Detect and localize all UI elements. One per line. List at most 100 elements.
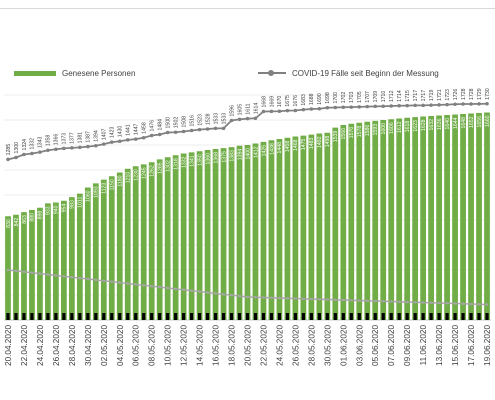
- bar-baseline-marker: [461, 313, 465, 320]
- bar-baseline-marker: [325, 313, 329, 320]
- series-cases-point: [325, 105, 330, 110]
- bar-recovered: [196, 151, 203, 320]
- bar-value-label: 1332: [181, 156, 187, 168]
- bar-baseline-marker: [397, 313, 401, 320]
- series-cases-point: [365, 104, 370, 109]
- bar-recovered: [284, 137, 291, 320]
- x-tick-label: 17.06.2020: [467, 325, 476, 366]
- line-value-label: 1596: [229, 105, 235, 117]
- line-value-label: 1676: [293, 95, 299, 107]
- line-value-label: 1528: [205, 113, 211, 125]
- bar-recovered: [45, 203, 51, 320]
- bar-value-label: 1262: [149, 165, 155, 177]
- bar-baseline-marker: [405, 313, 409, 320]
- series-cases-point: [445, 102, 449, 107]
- bar-recovered: [84, 187, 91, 320]
- bar-recovered: [37, 207, 43, 320]
- line-value-label: 1729: [477, 88, 483, 100]
- bar-recovered: [260, 141, 267, 320]
- series-lower-point: [222, 293, 225, 296]
- bar-baseline-marker: [229, 313, 234, 320]
- x-tick-label: 08.05.2020: [148, 325, 157, 366]
- bar-baseline-marker: [205, 313, 210, 320]
- bar-recovered: [252, 143, 259, 320]
- series-lower-point: [254, 295, 257, 299]
- line-value-label: 1698: [325, 92, 331, 104]
- bar-recovered: [244, 145, 251, 320]
- bar-value-label: 1123: [102, 183, 108, 194]
- bar-value-label: 1636: [437, 118, 443, 130]
- bar-value-label: 1150: [110, 179, 116, 190]
- bar-baseline-marker: [429, 313, 433, 320]
- bar-value-label: 1560: [341, 128, 347, 140]
- bar-value-label: 1628: [421, 119, 427, 131]
- line-value-label: 1387: [86, 131, 92, 143]
- series-cases-point: [453, 102, 457, 107]
- x-tick-label: 30.04.2020: [84, 325, 93, 366]
- bar-value-label: 1578: [357, 126, 363, 138]
- series-lower-point: [118, 281, 122, 284]
- series-cases-point: [237, 117, 242, 122]
- bar-value-label: 1656: [477, 116, 483, 128]
- bar-baseline-marker: [110, 313, 114, 320]
- bar-recovered: [164, 157, 171, 320]
- line-value-label: 1614: [253, 103, 259, 115]
- series-lower-point: [334, 298, 337, 302]
- series-cases-point: [221, 126, 226, 131]
- bar-value-label: 880: [30, 213, 36, 222]
- bar-value-label: 1438: [269, 143, 275, 155]
- bar-value-label: 1400: [245, 148, 251, 160]
- bar-recovered: [21, 212, 27, 320]
- line-value-label: 1343: [38, 136, 44, 148]
- bar-value-label: 1475: [301, 139, 307, 151]
- bar-baseline-marker: [14, 313, 18, 320]
- x-tick-label: 22.04.2020: [20, 325, 29, 366]
- bar-baseline-marker: [62, 313, 66, 320]
- bar-recovered: [100, 179, 107, 320]
- x-tick-label: 02.05.2020: [100, 325, 109, 366]
- bar-recovered: [412, 117, 419, 320]
- bar-value-label: 1425: [261, 145, 267, 157]
- line-value-label: 1476: [149, 120, 155, 132]
- bar-recovered: [76, 193, 83, 320]
- series-lower-point: [126, 282, 130, 285]
- series-lower-point: [270, 296, 273, 300]
- bar-baseline-marker: [166, 313, 170, 320]
- line-value-label: 1712: [389, 90, 395, 102]
- series-lower-point: [357, 299, 361, 302]
- bar-recovered: [364, 121, 371, 320]
- bar-value-label: 1210: [126, 172, 132, 184]
- series-lower-point: [326, 298, 329, 301]
- series-lower-point: [166, 286, 169, 290]
- series-lower-point: [302, 297, 305, 301]
- series-cases-point: [213, 126, 218, 131]
- bar-baseline-marker: [477, 313, 481, 320]
- bar-recovered: [61, 200, 67, 320]
- line-value-label: 1730: [485, 88, 491, 100]
- line-value-label: 1377: [70, 132, 76, 144]
- bar-value-label: 1600: [381, 123, 387, 135]
- series-cases-point: [349, 105, 354, 109]
- series-cases-point: [277, 109, 282, 114]
- bar-recovered: [348, 123, 355, 320]
- bar-baseline-marker: [54, 313, 58, 320]
- bar-value-label: 1612: [397, 121, 403, 133]
- bar-value-label: 1606: [389, 122, 395, 134]
- bar-value-label: 1318: [173, 158, 179, 170]
- series-cases-point: [189, 128, 194, 133]
- series-lower-point: [278, 296, 281, 300]
- bar-value-label: 933: [46, 206, 52, 215]
- bar-value-label: 1593: [373, 124, 379, 136]
- bar-value-label: 1618: [405, 121, 411, 133]
- line-value-label: 1324: [22, 139, 28, 151]
- series-lower-point: [381, 299, 385, 303]
- bar-baseline-marker: [285, 313, 290, 320]
- bar-value-label: 1570: [349, 127, 355, 139]
- bar-value-label: 1448: [277, 142, 283, 154]
- x-tick-label: 24.05.2020: [275, 325, 284, 366]
- bar-recovered: [372, 120, 379, 320]
- series-cases-point: [181, 129, 186, 134]
- bar-baseline-marker: [309, 313, 313, 320]
- series-cases-point: [14, 155, 18, 160]
- bar-recovered: [124, 168, 131, 320]
